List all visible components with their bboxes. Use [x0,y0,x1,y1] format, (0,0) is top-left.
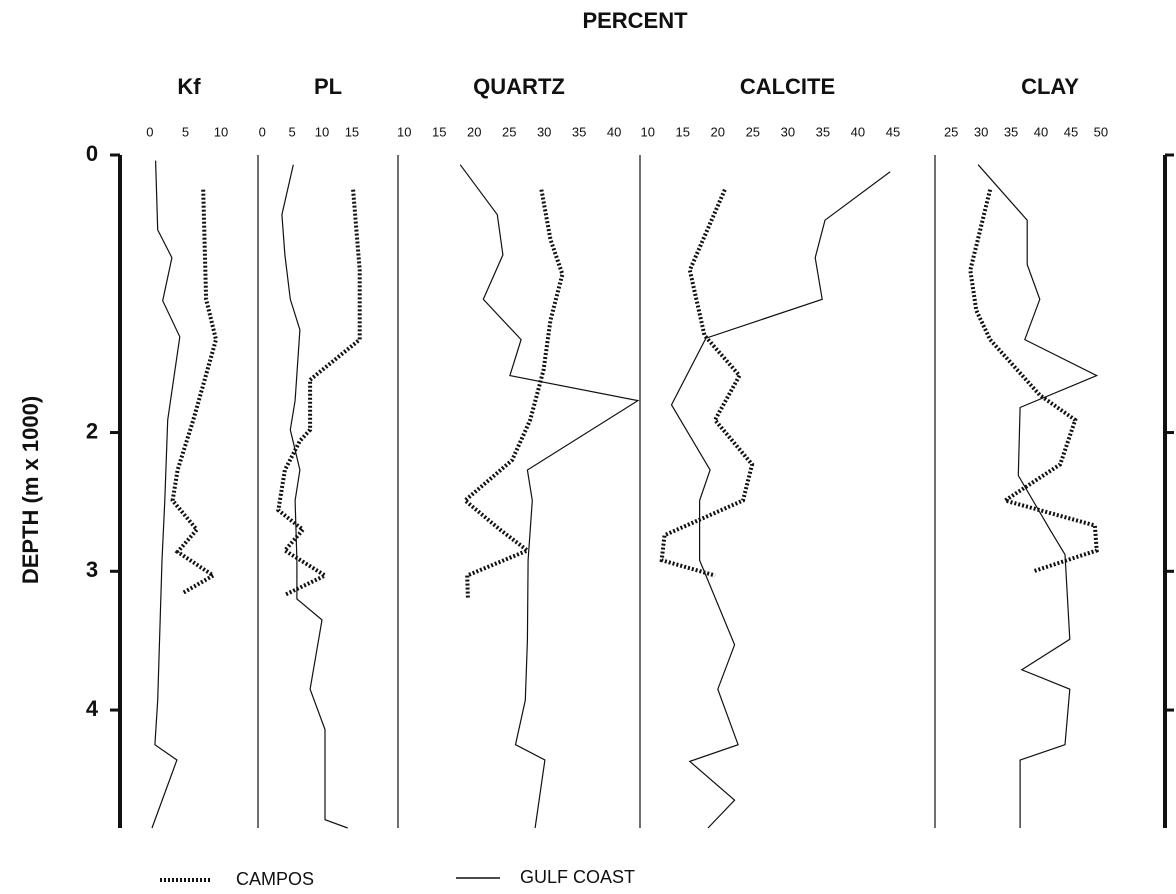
x-tick-label: 10 [214,124,228,139]
y-tick-label: 0 [86,141,98,166]
chart-title: PERCENT [582,8,688,33]
x-tick-label: 0 [146,124,153,139]
x-tick-label: 45 [886,124,900,139]
x-tick-label: 5 [182,124,189,139]
x-tick-label: 40 [1034,124,1048,139]
x-tick-label: 10 [640,124,654,139]
y-tick-label: 2 [86,418,98,443]
panel-title: Kf [177,74,201,99]
x-tick-label: 25 [746,124,760,139]
y-tick-label: 3 [86,557,98,582]
series-line [659,188,755,578]
x-tick-label: 10 [397,124,411,139]
x-tick-label: 30 [537,124,551,139]
x-tick-label: 15 [432,124,446,139]
x-tick-label: 15 [345,124,359,139]
x-tick-label: 45 [1064,124,1078,139]
x-tick-label: 35 [1004,124,1018,139]
panel-title: PL [314,74,342,99]
legend-label: GULF COAST [520,867,635,887]
series-line [170,189,219,596]
x-tick-label: 50 [1094,124,1108,139]
x-tick-label: 5 [288,124,295,139]
x-tick-label: 40 [851,124,865,139]
x-tick-label: 40 [607,124,621,139]
x-tick-label: 25 [944,124,958,139]
y-tick-label: 4 [86,696,99,721]
x-tick-label: 10 [315,124,329,139]
panel-title: CALCITE [740,74,835,99]
panel-title: CLAY [1021,74,1079,99]
x-tick-label: 20 [711,124,725,139]
x-tick-label: 25 [502,124,516,139]
series-line [281,164,348,829]
series-line [276,189,362,597]
x-tick-label: 35 [816,124,830,139]
y-axis-label: DEPTH (m x 1000) [18,396,43,584]
series-line [977,164,1099,828]
x-tick-label: 30 [781,124,795,139]
series-line [459,164,640,829]
x-tick-label: 20 [467,124,481,139]
x-tick-label: 35 [572,124,586,139]
x-tick-label: 30 [974,124,988,139]
series-line [462,189,565,598]
panel-title: QUARTZ [473,74,565,99]
series-line [968,189,1099,574]
series-line [670,171,891,829]
legend-label: CAMPOS [236,869,314,889]
x-tick-label: 15 [676,124,690,139]
x-tick-label: 0 [259,124,266,139]
series-line [151,160,181,829]
